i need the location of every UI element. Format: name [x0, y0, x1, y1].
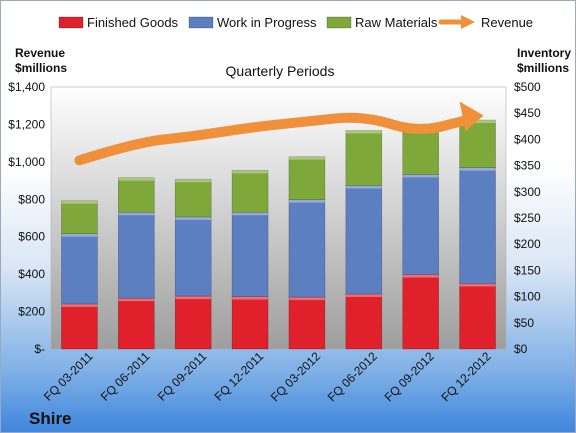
revenue-line-path — [74, 112, 475, 166]
bar-highlight — [345, 130, 382, 134]
x-tick-label: FQ 06-2011 — [98, 349, 153, 404]
right-tick-label: $0 — [514, 342, 528, 356]
bar-finished-goods — [459, 283, 496, 350]
bar-work-in-progress — [118, 211, 155, 299]
legend-label-2: Raw Materials — [355, 15, 438, 30]
bar-raw-materials — [118, 177, 155, 213]
bar-highlight — [175, 216, 212, 220]
left-tick-label: $1,400 — [8, 80, 45, 94]
bar-highlight — [402, 274, 439, 278]
revenue-arrowhead — [459, 101, 484, 132]
x-tick-label: FQ 12-2012 — [438, 349, 493, 404]
x-tick-label: FQ 03-2011 — [41, 349, 96, 404]
bar-work-in-progress — [231, 211, 269, 297]
bar-highlight — [118, 212, 155, 216]
x-tick-label: FQ 09-2011 — [155, 349, 210, 404]
bar-raw-materials — [231, 170, 269, 213]
left-tick-label: $1,000 — [8, 155, 45, 169]
bar-work-in-progress — [459, 167, 496, 284]
bar-highlight — [459, 167, 496, 171]
bar-highlight — [345, 293, 382, 297]
bar-highlight — [61, 303, 98, 307]
bar-highlight — [345, 185, 382, 189]
legend-label-1: Work in Progress — [217, 15, 317, 30]
bar-work-in-progress — [345, 185, 383, 295]
right-tick-label: $250 — [514, 211, 541, 225]
bar-highlight — [288, 199, 325, 203]
right-tick-label: $400 — [514, 132, 541, 146]
bar-highlight — [232, 296, 269, 300]
legend-arrow-revenue — [461, 15, 475, 29]
bar-work-in-progress — [61, 233, 98, 305]
x-tick-label: FQ 03-2012 — [268, 349, 323, 404]
left-axis: $- $200 $400 $600 $800 $1,000 $1,200 $1,400 — [8, 80, 45, 356]
right-tick-label: $200 — [514, 237, 541, 251]
bar-finished-goods — [231, 296, 269, 350]
bar-highlight — [402, 174, 439, 178]
left-tick-label: $- — [34, 342, 45, 356]
right-tick-label: $350 — [514, 159, 541, 173]
bar-work-in-progress — [174, 216, 212, 297]
bar-highlight — [232, 212, 269, 216]
right-axis: $0 $50 $100 $150 $200 $250 $300 $350 $400 $450 $50… — [514, 80, 541, 356]
legend-label-revenue: Revenue — [481, 15, 533, 30]
bar-highlight — [175, 296, 212, 300]
revenue-line — [74, 101, 484, 166]
right-tick-label: $450 — [514, 106, 541, 120]
bar-highlight — [232, 170, 269, 174]
chart-title: Quarterly Periods — [226, 63, 335, 79]
legend-swatch-2 — [326, 16, 352, 29]
right-tick-label: $150 — [514, 263, 541, 277]
bar-highlight — [459, 120, 496, 124]
x-tick-label: FQ 06-2012 — [325, 349, 380, 404]
right-axis-title-line1: Inventory — [517, 46, 571, 60]
right-tick-label: $500 — [514, 80, 541, 94]
x-tick-label: FQ 09-2012 — [382, 349, 437, 404]
bar-highlight — [288, 156, 325, 160]
legend-label-0: Finished Goods — [87, 15, 179, 30]
bar-finished-goods — [288, 296, 326, 350]
bar-highlight — [61, 200, 98, 204]
legend-swatch-0 — [58, 16, 84, 29]
right-tick-label: $300 — [514, 185, 541, 199]
company-name: Shire — [29, 409, 72, 428]
bar-finished-goods — [402, 274, 439, 350]
bar-highlight — [118, 298, 155, 302]
bar-highlight — [288, 297, 325, 301]
left-tick-label: $400 — [18, 267, 45, 281]
x-tick-label: FQ 12-2011 — [212, 349, 267, 404]
bar-finished-goods — [174, 295, 212, 350]
right-axis-title-line2: $millions — [517, 61, 569, 75]
bar-work-in-progress — [288, 199, 326, 298]
bar-highlight — [118, 177, 155, 181]
bar-finished-goods — [61, 303, 98, 350]
bar-raw-materials — [288, 156, 326, 200]
legend-swatch-1 — [188, 16, 214, 29]
bar-finished-goods — [345, 293, 383, 350]
bar-finished-goods — [118, 297, 155, 350]
bar-raw-materials — [174, 178, 212, 218]
right-tick-label: $50 — [514, 316, 534, 330]
left-tick-label: $1,200 — [8, 117, 45, 131]
bar-work-in-progress — [402, 174, 439, 275]
bar-highlight — [459, 283, 496, 287]
legend: Finished Goods Work in Progress Raw Materi… — [58, 15, 533, 30]
bar-highlight — [175, 179, 212, 183]
left-axis-title-line2: $millions — [15, 61, 67, 75]
right-tick-label: $100 — [514, 290, 541, 304]
bar-highlight — [61, 233, 98, 237]
bar-raw-materials — [345, 130, 383, 186]
x-axis: FQ 03-2011 FQ 06-2011 FQ 09-2011 FQ 12-2011… — [41, 349, 494, 404]
left-tick-label: $600 — [18, 230, 45, 244]
left-tick-label: $800 — [18, 192, 45, 206]
left-tick-label: $200 — [18, 305, 45, 319]
bar-raw-materials — [61, 200, 98, 235]
left-axis-title-line1: Revenue — [15, 46, 65, 60]
